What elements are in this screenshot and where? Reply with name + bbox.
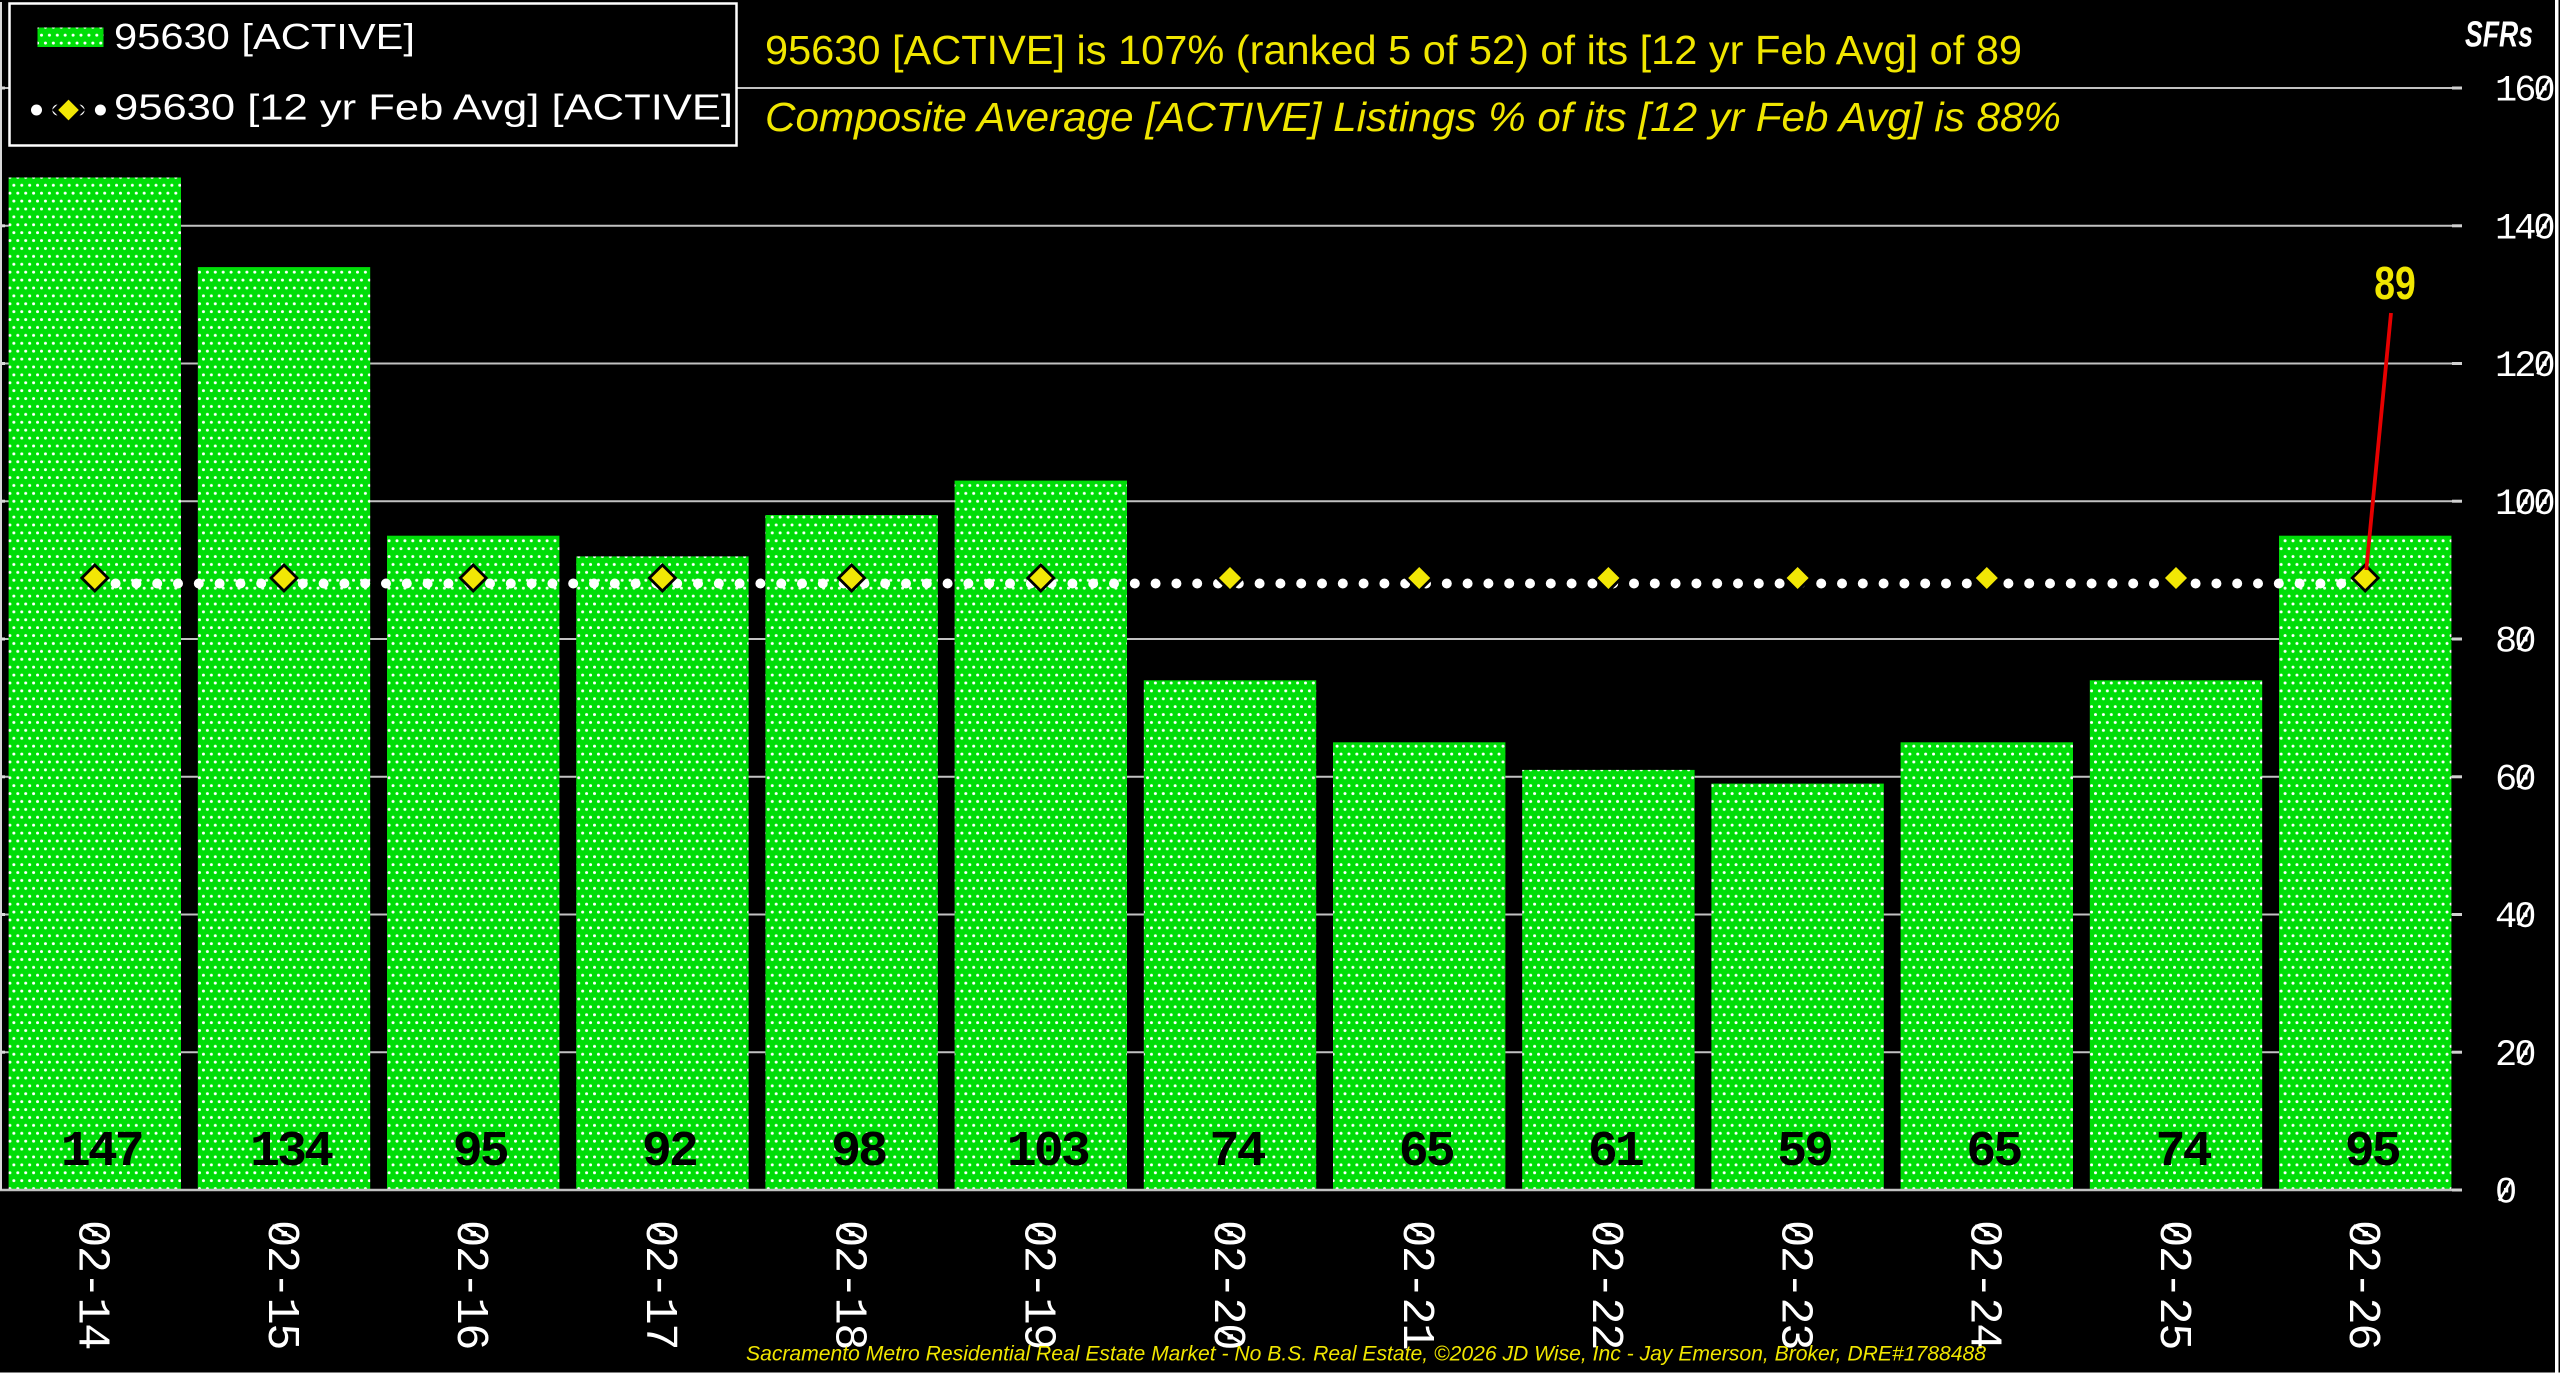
svg-text:40: 40 <box>2495 897 2534 939</box>
svg-text:SFRs: SFRs <box>2465 14 2533 55</box>
svg-text:Composite Average [ACTIVE] Lis: Composite Average [ACTIVE] Listings % of… <box>765 94 2061 140</box>
svg-text:02-24: 02-24 <box>1958 1220 2010 1349</box>
svg-text:Sacramento Metro Residential R: Sacramento Metro Residential Real Estate… <box>746 1342 1986 1366</box>
svg-text:140: 140 <box>2495 208 2553 250</box>
svg-text:02-26: 02-26 <box>2336 1220 2388 1349</box>
svg-text:02-14: 02-14 <box>66 1220 118 1349</box>
svg-text:02-20: 02-20 <box>1201 1220 1253 1349</box>
svg-text:61: 61 <box>1588 1124 1645 1181</box>
svg-text:95: 95 <box>453 1124 510 1181</box>
svg-text:59: 59 <box>1777 1124 1834 1181</box>
svg-text:60: 60 <box>2495 760 2534 802</box>
svg-text:100: 100 <box>2495 484 2553 526</box>
svg-text:20: 20 <box>2495 1035 2534 1077</box>
svg-text:02-21: 02-21 <box>1390 1220 1442 1349</box>
svg-text:147: 147 <box>61 1124 145 1181</box>
svg-text:02-23: 02-23 <box>1768 1220 1820 1349</box>
svg-text:98: 98 <box>831 1124 888 1181</box>
svg-text:95: 95 <box>2345 1124 2402 1181</box>
svg-text:95630 [12 yr Feb Avg] [ACTIVE]: 95630 [12 yr Feb Avg] [ACTIVE] <box>114 87 733 128</box>
svg-text:95630 [ACTIVE] is 107% (ranked: 95630 [ACTIVE] is 107% (ranked 5 of 52) … <box>765 27 2022 73</box>
svg-text:95630 [ACTIVE]: 95630 [ACTIVE] <box>114 16 415 57</box>
svg-text:02-25: 02-25 <box>2147 1220 2199 1349</box>
svg-text:65: 65 <box>1966 1124 2023 1181</box>
svg-text:160: 160 <box>2495 71 2553 113</box>
svg-text:02-19: 02-19 <box>1012 1220 1064 1349</box>
svg-text:103: 103 <box>1007 1124 1091 1181</box>
svg-text:74: 74 <box>1210 1124 1267 1181</box>
svg-text:92: 92 <box>642 1124 699 1181</box>
svg-text:0: 0 <box>2495 1173 2515 1215</box>
svg-text:120: 120 <box>2495 346 2553 388</box>
svg-text:02-18: 02-18 <box>822 1220 874 1349</box>
svg-text:02-17: 02-17 <box>633 1220 685 1349</box>
svg-text:02-16: 02-16 <box>444 1220 496 1349</box>
svg-text:65: 65 <box>1399 1124 1456 1181</box>
svg-text:74: 74 <box>2156 1124 2213 1181</box>
svg-text:02-15: 02-15 <box>255 1220 307 1349</box>
svg-text:89: 89 <box>2374 257 2416 309</box>
svg-text:02-22: 02-22 <box>1579 1220 1631 1349</box>
svg-text:80: 80 <box>2495 622 2534 664</box>
svg-text:134: 134 <box>250 1124 334 1181</box>
